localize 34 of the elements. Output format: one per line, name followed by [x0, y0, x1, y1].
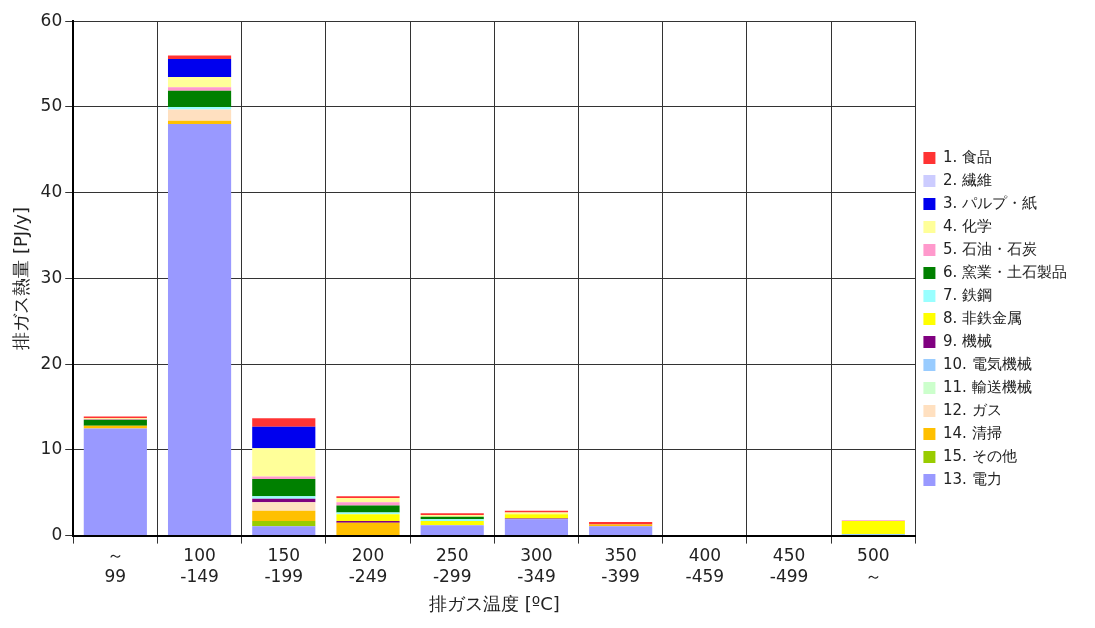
legend-label: 2. 繊維	[942, 170, 993, 189]
legend-label: 10. 電気機械	[942, 354, 1032, 373]
legend-label: 4. 化学	[942, 216, 993, 235]
legend-label: 3. パルプ・紙	[942, 193, 1038, 212]
y-tick-label: 20	[40, 352, 63, 373]
x-tick-label: 100 -149	[180, 545, 219, 586]
y-tick-label: 0	[51, 524, 63, 545]
x-tick-label: 300 -349	[517, 545, 556, 586]
legend-label: 1. 食品	[942, 147, 993, 166]
x-tick-label: 450 -499	[769, 545, 809, 586]
y-tick-label: 30	[40, 266, 63, 287]
x-tick-label: ～ 99	[104, 545, 127, 586]
x-tick-label: 150 -199	[264, 545, 304, 586]
y-tick-label: 10	[40, 438, 63, 459]
y-tick-label: 50	[40, 95, 63, 116]
y-tick-label: 40	[40, 181, 63, 202]
legend-label: 6. 窯業・土石製品	[942, 262, 1068, 281]
legend-label: 7. 鉄鋼	[942, 285, 993, 304]
x-tick-label: 400 -459	[685, 545, 725, 586]
legend-label: 14. 清掃	[942, 423, 1002, 442]
legend-label: 5. 石油・石炭	[942, 239, 1038, 258]
y-tick-label: 60	[40, 9, 63, 30]
x-tick-label: 500 ～	[857, 545, 890, 586]
x-tick-label: 200 -249	[348, 545, 388, 586]
legend-label: 13. 電力	[942, 469, 1002, 488]
legend-label: 11. 輸送機械	[942, 377, 1032, 396]
y-axis-title: 排ガス熱量 [PJ/y]	[10, 207, 32, 350]
legend-label: 15. その他	[942, 446, 1017, 465]
x-tick-label: 250 -299	[432, 545, 472, 586]
x-tick-label: 350 -399	[601, 545, 640, 586]
legend-label: 12. ガス	[942, 400, 1002, 419]
legend-label: 9. 機械	[942, 331, 993, 350]
legend-label: 8. 非鉄金属	[942, 308, 1023, 327]
x-axis-title: 排ガス温度 [ºC]	[428, 592, 560, 614]
